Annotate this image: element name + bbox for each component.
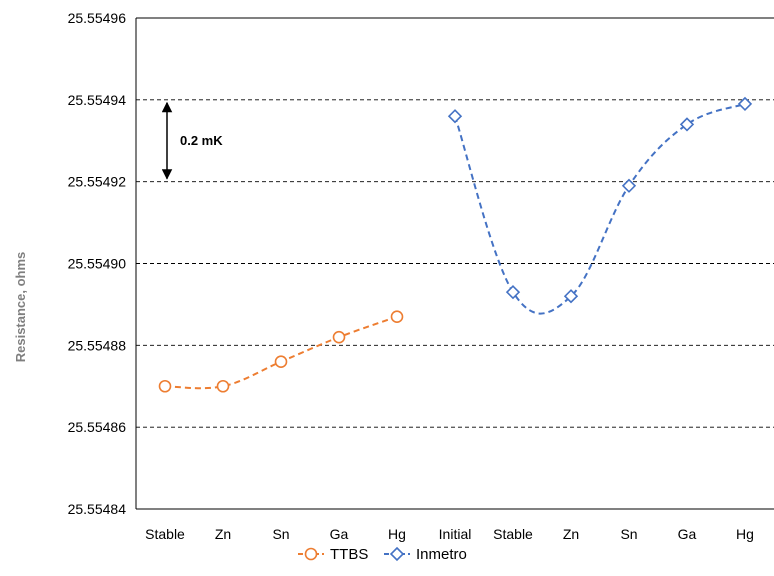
x-tick-label: Stable bbox=[493, 526, 533, 542]
x-tick-label: Sn bbox=[620, 526, 637, 542]
grid-lines bbox=[136, 99, 774, 428]
legend-item-ttbs: TTBS bbox=[298, 546, 368, 563]
legend-marker bbox=[304, 547, 318, 561]
x-tick-label: Initial bbox=[439, 526, 472, 542]
data-point bbox=[563, 289, 579, 304]
y-tick-label: 25.55492 bbox=[68, 174, 127, 190]
y-tick-label: 25.55494 bbox=[68, 92, 127, 108]
legend: TTBS Inmetro bbox=[298, 546, 467, 563]
x-tick-label: Ga bbox=[330, 526, 349, 542]
y-tick-label: 25.55488 bbox=[68, 337, 127, 353]
legend-marker bbox=[389, 546, 405, 562]
data-point bbox=[390, 310, 404, 323]
data-point bbox=[216, 379, 230, 393]
data-point bbox=[447, 109, 463, 124]
series-line bbox=[454, 102, 746, 315]
annotation-label: 0.2 mK bbox=[180, 133, 223, 148]
data-point bbox=[158, 379, 172, 393]
x-tick-label: Zn bbox=[563, 526, 579, 542]
y-tick-label: 25.55484 bbox=[68, 501, 127, 517]
y-tick-label: 25.55486 bbox=[68, 419, 127, 435]
data-point bbox=[505, 285, 521, 300]
legend-item-inmetro: Inmetro bbox=[384, 546, 467, 563]
x-tick-label: Zn bbox=[215, 526, 231, 542]
x-tick-label: Stable bbox=[145, 526, 185, 542]
data-point bbox=[274, 355, 288, 369]
axes bbox=[135, 17, 774, 510]
x-tick-label: Sn bbox=[272, 526, 289, 542]
series-ttbs bbox=[158, 310, 404, 393]
data-point bbox=[621, 178, 637, 193]
x-tick-label: Hg bbox=[388, 526, 406, 542]
x-tick-label: Ga bbox=[678, 526, 697, 542]
data-point bbox=[737, 96, 753, 112]
y-tick-label: 25.55496 bbox=[68, 10, 127, 26]
x-tick-labels: Stable Zn Sn Ga Hg Initial Stable Zn Sn Ga Hg bbox=[145, 526, 754, 542]
series bbox=[158, 96, 753, 393]
y-tick-label: 25.55490 bbox=[68, 256, 127, 272]
data-point bbox=[332, 330, 346, 344]
y-tick-labels: 25.55484 25.55486 25.55488 25.55490 25.55492… bbox=[68, 10, 127, 517]
series-line bbox=[164, 315, 398, 390]
legend-label: TTBS bbox=[330, 546, 368, 563]
annotation: 0.2 mK bbox=[161, 101, 223, 180]
y-axis-title: Resistance, ohms bbox=[13, 252, 28, 363]
x-tick-label: Hg bbox=[736, 526, 754, 542]
data-point bbox=[679, 117, 695, 132]
series-inmetro bbox=[447, 96, 753, 315]
legend-label: Inmetro bbox=[416, 546, 467, 563]
